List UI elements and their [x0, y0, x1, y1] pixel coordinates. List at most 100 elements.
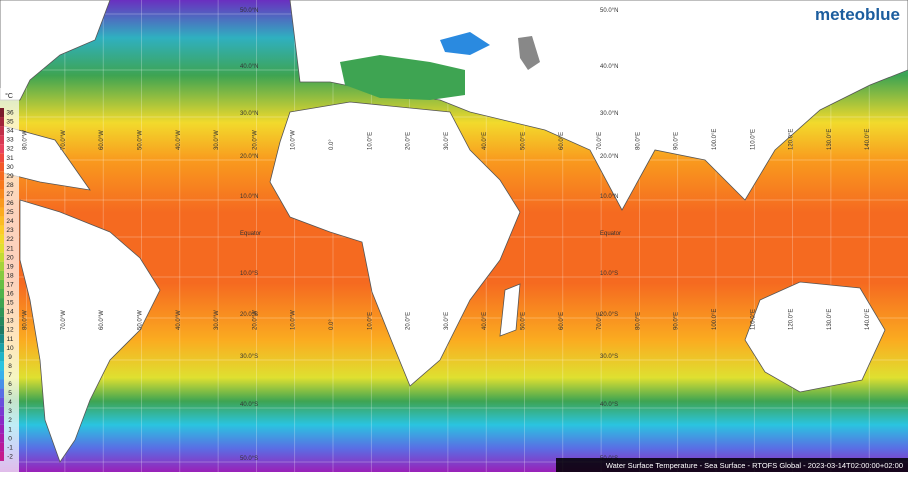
- legend-swatch: [0, 334, 4, 344]
- legend-swatch: [0, 352, 4, 362]
- legend-value: 11: [7, 336, 14, 343]
- legend-value: 32: [6, 146, 14, 153]
- legend-value: 35: [6, 119, 14, 126]
- longitude-label: 50.0°W: [138, 310, 144, 330]
- longitude-label: 20.0°W: [252, 130, 258, 150]
- latitude-label: 50.0°N: [600, 8, 618, 14]
- longitude-label: 40.0°W: [176, 310, 182, 330]
- legend-swatch: [0, 243, 4, 253]
- legend-swatch: [0, 433, 4, 443]
- caspian-sea: [518, 36, 540, 70]
- longitude-label: 60.0°E: [559, 132, 565, 150]
- latitude-label: 20.0°S: [240, 312, 258, 318]
- legend-swatch: [0, 153, 4, 163]
- longitude-label: 10.0°W: [291, 130, 297, 150]
- legend-swatch: [0, 162, 4, 172]
- legend-swatch: [0, 252, 4, 262]
- legend-value: 9: [8, 354, 12, 361]
- longitude-label: 30.0°E: [444, 312, 450, 330]
- legend-value: 36: [6, 110, 14, 117]
- legend-value: 3: [8, 408, 12, 415]
- caption-box: [556, 458, 908, 472]
- latitude-label: 30.0°N: [600, 111, 618, 117]
- legend-value: 1: [8, 426, 12, 433]
- legend-value: 4: [8, 399, 12, 406]
- legend-swatch: [0, 234, 4, 244]
- legend-value: 27: [6, 191, 14, 198]
- latitude-label: 50.0°N: [240, 8, 258, 14]
- legend-swatch: [0, 406, 4, 416]
- legend-value: -2: [7, 453, 13, 460]
- legend-value: 7: [8, 372, 12, 379]
- legend-swatch: [0, 225, 4, 235]
- legend-value: 10: [6, 345, 14, 352]
- legend-value: 34: [6, 128, 14, 135]
- legend-swatch: [0, 279, 4, 289]
- legend-value: 16: [6, 291, 14, 298]
- latitude-label: 40.0°S: [240, 402, 258, 408]
- legend-value: 5: [8, 390, 12, 397]
- longitude-label: 40.0°E: [482, 312, 488, 330]
- legend-swatch: [0, 325, 4, 335]
- longitude-label: 70.0°E: [597, 132, 603, 150]
- longitude-label: 60.0°W: [99, 130, 105, 150]
- legend-swatch: [0, 261, 4, 271]
- legend-value: 15: [6, 300, 14, 307]
- legend-value: 13: [6, 318, 14, 325]
- longitude-label: 70.0°W: [61, 130, 67, 150]
- legend-value: 30: [6, 164, 14, 171]
- longitude-label: 70.0°E: [597, 312, 603, 330]
- longitude-label: 50.0°E: [521, 132, 527, 150]
- legend-value: 20: [6, 254, 14, 261]
- latitude-label: 10.0°N: [240, 194, 258, 200]
- longitude-label: 100.0°E: [712, 309, 718, 330]
- legend-value: 18: [6, 272, 14, 279]
- legend-swatch: [0, 135, 4, 145]
- legend-value: -1: [7, 444, 13, 451]
- legend-swatch: [0, 216, 4, 226]
- longitude-label: 10.0°W: [291, 310, 297, 330]
- legend-value: 21: [6, 245, 14, 252]
- grid-labels: 50.0°N 50.0°N 40.0°N 40.0°N 30.0°N 30.0°N 20.0…: [23, 8, 872, 462]
- longitude-label: 20.0°E: [406, 312, 412, 330]
- legend-swatch: [0, 207, 4, 217]
- latitude-label: 10.0°S: [600, 271, 618, 277]
- mediterranean: [340, 55, 465, 100]
- legend-swatch: [0, 415, 4, 425]
- africa: [269, 101, 521, 387]
- legend-value: 24: [6, 218, 14, 225]
- legend-swatch: [0, 361, 4, 371]
- latitude-label: Equator: [240, 231, 261, 237]
- longitude-label: 70.0°W: [61, 310, 67, 330]
- longitude-label: 120.0°E: [789, 129, 795, 150]
- longitude-label: 140.0°E: [865, 309, 871, 330]
- longitude-label: 30.0°E: [444, 132, 450, 150]
- legend-unit: °C: [5, 92, 13, 100]
- longitude-label: 50.0°W: [138, 130, 144, 150]
- legend-value: 29: [6, 173, 14, 180]
- legend-value: 8: [8, 363, 12, 370]
- legend-swatch: [0, 451, 4, 461]
- legend-swatch: [0, 289, 4, 299]
- latitude-label: Equator: [600, 231, 621, 237]
- longitude-label: 80.0°W: [23, 310, 29, 330]
- longitude-label: 80.0°W: [23, 130, 29, 150]
- longitude-label: 20.0°W: [252, 310, 258, 330]
- legend-swatch: [0, 270, 4, 280]
- land: [0, 0, 908, 463]
- latitude-label: 30.0°N: [240, 111, 258, 117]
- legend-value: 6: [8, 381, 12, 388]
- latitude-label: 30.0°S: [600, 354, 618, 360]
- legend-value: 2: [8, 417, 12, 424]
- legend-value: 19: [6, 263, 14, 270]
- legend-value: 26: [6, 200, 14, 207]
- caption: Water Surface Temperature - Sea Surface …: [606, 461, 903, 470]
- legend-panel: [0, 88, 19, 472]
- madagascar: [499, 283, 521, 337]
- longitude-label: 100.0°E: [712, 129, 718, 150]
- longitude-label: 0.0°: [329, 139, 335, 150]
- longitude-label: 130.0°E: [827, 129, 833, 150]
- longitude-label: 40.0°W: [176, 130, 182, 150]
